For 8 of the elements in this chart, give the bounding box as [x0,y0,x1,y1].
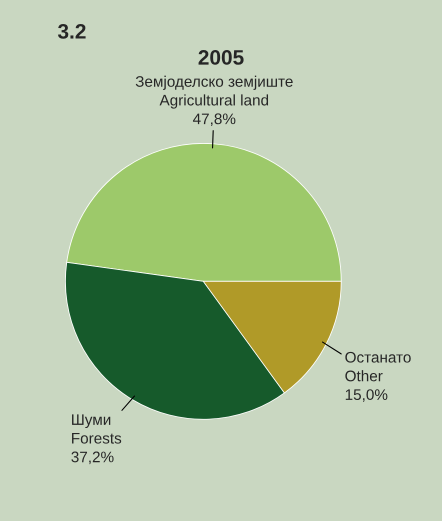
data-label: 15,0% [346,389,388,402]
data-label: 37,2% [71,452,114,464]
chart-title: 2005 [198,50,244,65]
slice-label: Земјоделско земјиште Agricultural land [136,76,293,109]
slice-label: Останато Other [345,352,411,382]
slice-label: Шуми Forests [72,414,122,444]
data-label: 47,8% [192,113,236,126]
text: 3.2 [58,24,86,39]
